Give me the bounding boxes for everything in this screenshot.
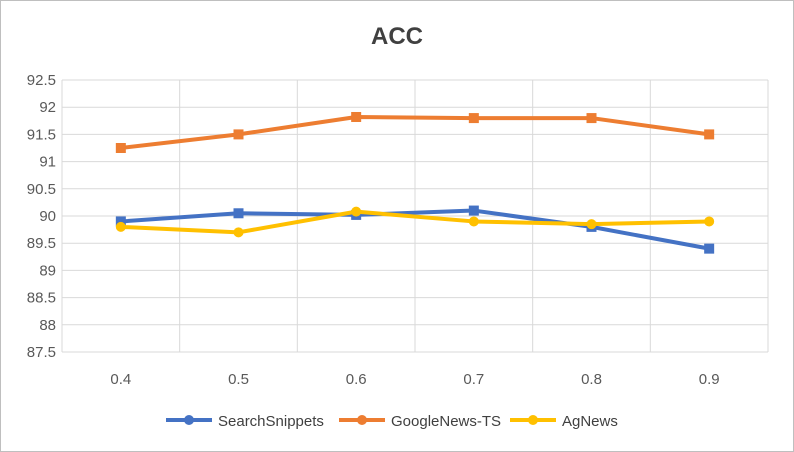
y-tick-label: 89 <box>39 262 56 279</box>
y-tick-label: 92 <box>39 99 56 116</box>
data-point <box>468 205 479 216</box>
data-point <box>233 129 244 140</box>
data-point <box>115 216 126 227</box>
data-point <box>586 113 597 124</box>
series-2 <box>115 206 715 238</box>
y-tick-label: 88.5 <box>27 290 56 307</box>
series-line-2 <box>118 209 712 235</box>
y-tick-label: 92.5 <box>27 72 56 89</box>
data-point <box>351 206 362 217</box>
x-tick-label: 0.5 <box>228 371 249 388</box>
y-axis-ticks: 87.5 88 88.5 89 89.5 90 90.5 91 91.5 92 92.5 <box>27 72 56 361</box>
data-point <box>233 227 244 238</box>
legend-item-1: GoogleNews-TS <box>339 413 501 430</box>
series-line-0 <box>118 208 712 251</box>
x-axis-ticks: 0.4 0.5 0.6 0.7 0.8 0.9 <box>110 371 719 388</box>
legend-marker <box>184 415 194 425</box>
data-point <box>468 216 479 227</box>
legend-label: GoogleNews-TS <box>391 413 501 430</box>
series-layer <box>115 111 715 254</box>
legend-label: SearchSnippets <box>218 413 324 430</box>
legend: SearchSnippets GoogleNews-TS AgNews <box>166 413 618 430</box>
x-tick-label: 0.8 <box>581 371 602 388</box>
data-point <box>233 208 244 219</box>
y-tick-label: 90 <box>39 208 56 225</box>
legend-item-0: SearchSnippets <box>166 413 324 430</box>
x-tick-label: 0.9 <box>699 371 720 388</box>
legend-label: AgNews <box>562 413 618 430</box>
legend-item-2: AgNews <box>510 413 618 430</box>
legend-marker <box>357 415 367 425</box>
y-tick-label: 91 <box>39 154 56 171</box>
legend-marker <box>528 415 538 425</box>
data-point <box>586 219 597 230</box>
data-point <box>115 221 126 232</box>
data-point <box>351 111 362 122</box>
x-tick-label: 0.4 <box>110 371 131 388</box>
data-point <box>704 243 715 254</box>
data-point <box>704 129 715 140</box>
y-tick-label: 87.5 <box>27 344 56 361</box>
series-line-1 <box>118 114 712 150</box>
data-point <box>115 143 126 153</box>
data-point <box>704 216 715 227</box>
y-tick-label: 89.5 <box>27 235 56 252</box>
x-tick-label: 0.6 <box>346 371 367 388</box>
series-1 <box>115 111 715 153</box>
y-tick-label: 90.5 <box>27 181 56 198</box>
y-tick-label: 91.5 <box>27 126 56 143</box>
chart-title: ACC <box>371 23 423 50</box>
y-tick-label: 88 <box>39 317 56 334</box>
data-point <box>468 113 479 124</box>
x-tick-label: 0.7 <box>463 371 484 388</box>
